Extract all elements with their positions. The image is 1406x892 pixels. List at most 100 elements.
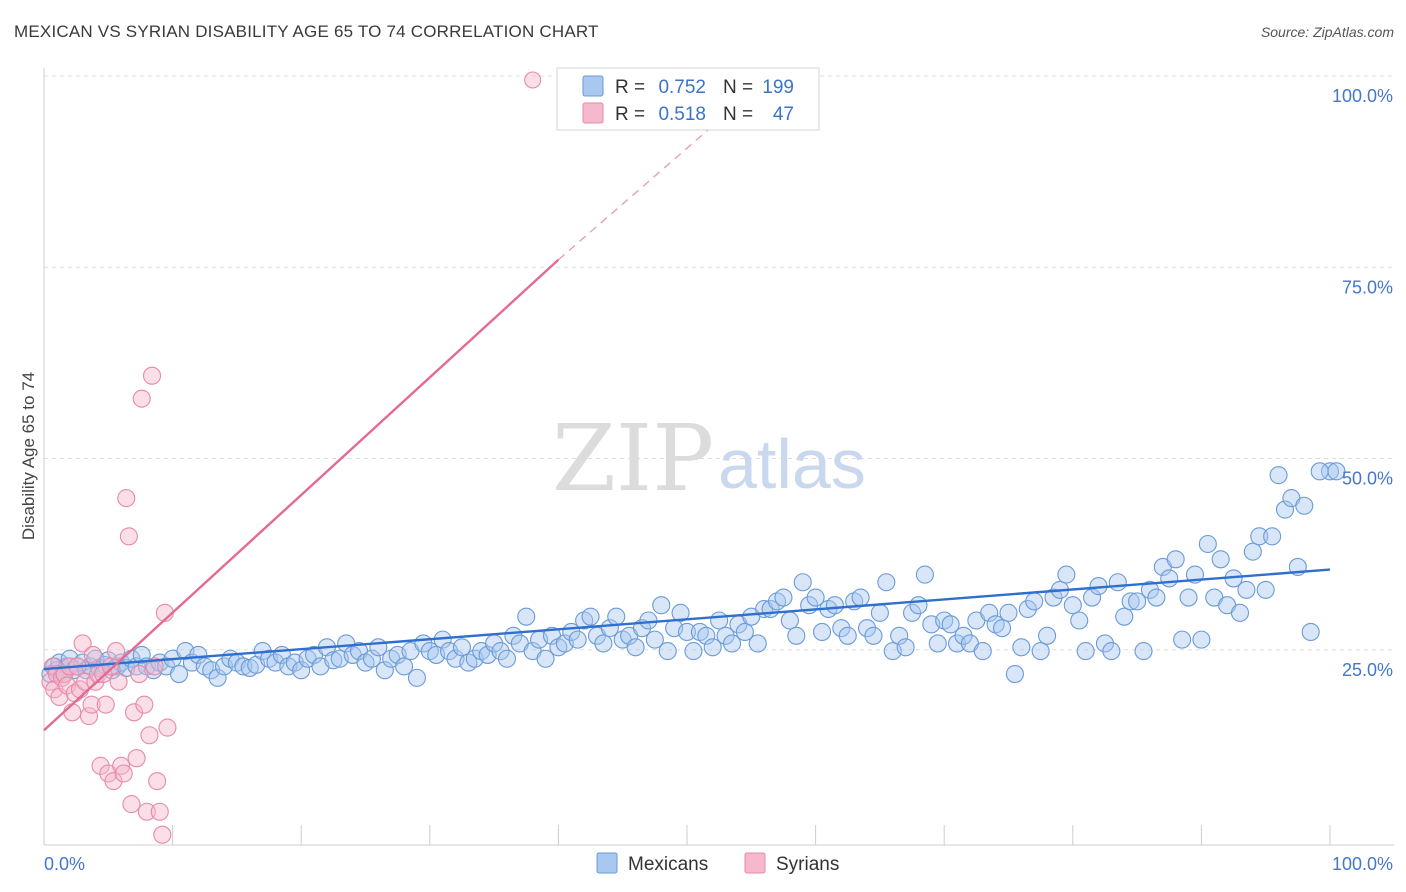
mexicans-point (652, 596, 671, 615)
mexicans-point (607, 607, 626, 626)
mexicans-point (1044, 588, 1063, 607)
grid-lines (44, 75, 1394, 651)
mexicans-point (1173, 630, 1192, 649)
syrians-point (153, 825, 172, 844)
mexicans-point (1211, 550, 1230, 569)
mexicans-point (1031, 642, 1050, 661)
syrians-point (83, 645, 102, 664)
mexicans-point (1310, 462, 1329, 481)
syrians-point (79, 707, 99, 726)
mexicans-point (684, 642, 703, 661)
mexicans-point (517, 607, 536, 626)
syrians-point (119, 527, 138, 546)
legend-n-value: 199 (762, 77, 794, 98)
mexicans-trend-line (43, 568, 1331, 671)
bottom-legend-swatch (744, 852, 766, 874)
bottom-legend-label: Mexicans (628, 854, 708, 875)
syrians-point (137, 802, 156, 821)
mexicans-point (1121, 592, 1140, 611)
mexicans-point (1070, 611, 1089, 630)
syrians-point (127, 749, 146, 768)
mexicans-point (710, 611, 729, 630)
axes (43, 68, 1394, 846)
mexicans-point (1140, 580, 1160, 599)
mexicans-point (890, 626, 909, 645)
mexicans-point (857, 619, 877, 638)
syrians-trend-line (43, 258, 560, 732)
mexicans-point (896, 638, 915, 657)
mexicans-point (568, 630, 587, 649)
mexicans-point (1057, 565, 1076, 584)
mexicans-point (973, 642, 992, 661)
legend-swatch (582, 75, 604, 97)
mexicans-point (1179, 588, 1198, 607)
syrians-point (140, 726, 159, 745)
syrians-point (132, 389, 151, 408)
mexicans-point (594, 634, 613, 653)
syrians-point (114, 764, 133, 783)
mexicans-point (806, 588, 825, 607)
mexicans-point (639, 611, 658, 630)
syrians-point (117, 489, 136, 508)
mexicans-point (941, 615, 960, 634)
mexicans-point (1237, 580, 1256, 599)
syrians-point (101, 657, 120, 676)
mexicans-point (395, 657, 414, 676)
mexicans-point (536, 649, 555, 668)
mexicans-point (645, 630, 664, 649)
mexicans-point (1025, 592, 1044, 611)
y-tick-label: 50.0% (1342, 469, 1393, 489)
mexicans-point (1038, 626, 1057, 645)
syrians-point (122, 795, 141, 814)
x-tick-label: 100.0% (1332, 854, 1393, 874)
legend-r-value: 0.752 (658, 77, 706, 98)
mexicans-point (703, 638, 722, 657)
syrians-point (150, 802, 169, 821)
mexicans-point (716, 626, 735, 645)
legend-n-label: N = (723, 77, 753, 98)
syrians-point (130, 664, 149, 684)
mexicans-point (658, 642, 677, 661)
mexicans-point (1012, 638, 1031, 657)
mexicans-point (787, 626, 806, 645)
chart-title: MEXICAN VS SYRIAN DISABILITY AGE 65 TO 7… (14, 22, 599, 41)
mexicans-point (671, 603, 690, 622)
mexicans-point (362, 649, 381, 668)
mexicans-point (902, 603, 922, 622)
legend: R = 0.752 N = 199 R = 0.518 N = 47 (556, 67, 820, 131)
mexicans-point (324, 651, 343, 670)
bottom-legend-swatch (596, 852, 618, 874)
mexicans-point (697, 626, 716, 645)
syrians-point (91, 756, 110, 775)
mexicans-point (1263, 527, 1282, 546)
mexicans-point (132, 645, 151, 664)
mexicans-point (748, 634, 767, 653)
mexicans-point (928, 634, 947, 653)
mexicans-point (1147, 588, 1166, 607)
mexicans-point (915, 565, 934, 584)
mexicans-point (497, 649, 517, 668)
mexicans-point (1198, 534, 1217, 554)
mexicans-point (838, 626, 857, 645)
syrians-point (135, 695, 154, 714)
mexicans-point (812, 622, 832, 642)
mexicans-point (1063, 596, 1082, 615)
mexicans-point (825, 596, 844, 615)
mexicans-point (1128, 592, 1147, 611)
x-tick-label: 0.0% (44, 854, 85, 874)
mexicans-point (1076, 642, 1095, 661)
legend-r-label: R = (615, 77, 645, 98)
mexicans-point (169, 664, 189, 684)
mexicans-point (793, 573, 812, 592)
syrians-point (96, 695, 115, 714)
mexicans-point (851, 588, 870, 607)
mexicans-point (452, 638, 472, 657)
mexicans-point (1269, 466, 1288, 485)
syrians-point (142, 366, 162, 385)
mexicans-point (1230, 603, 1250, 622)
syrians-trend-extension (557, 125, 714, 261)
mexicans-point (909, 596, 928, 615)
mexicans-point (189, 645, 208, 664)
mexicans-point (1327, 462, 1346, 481)
